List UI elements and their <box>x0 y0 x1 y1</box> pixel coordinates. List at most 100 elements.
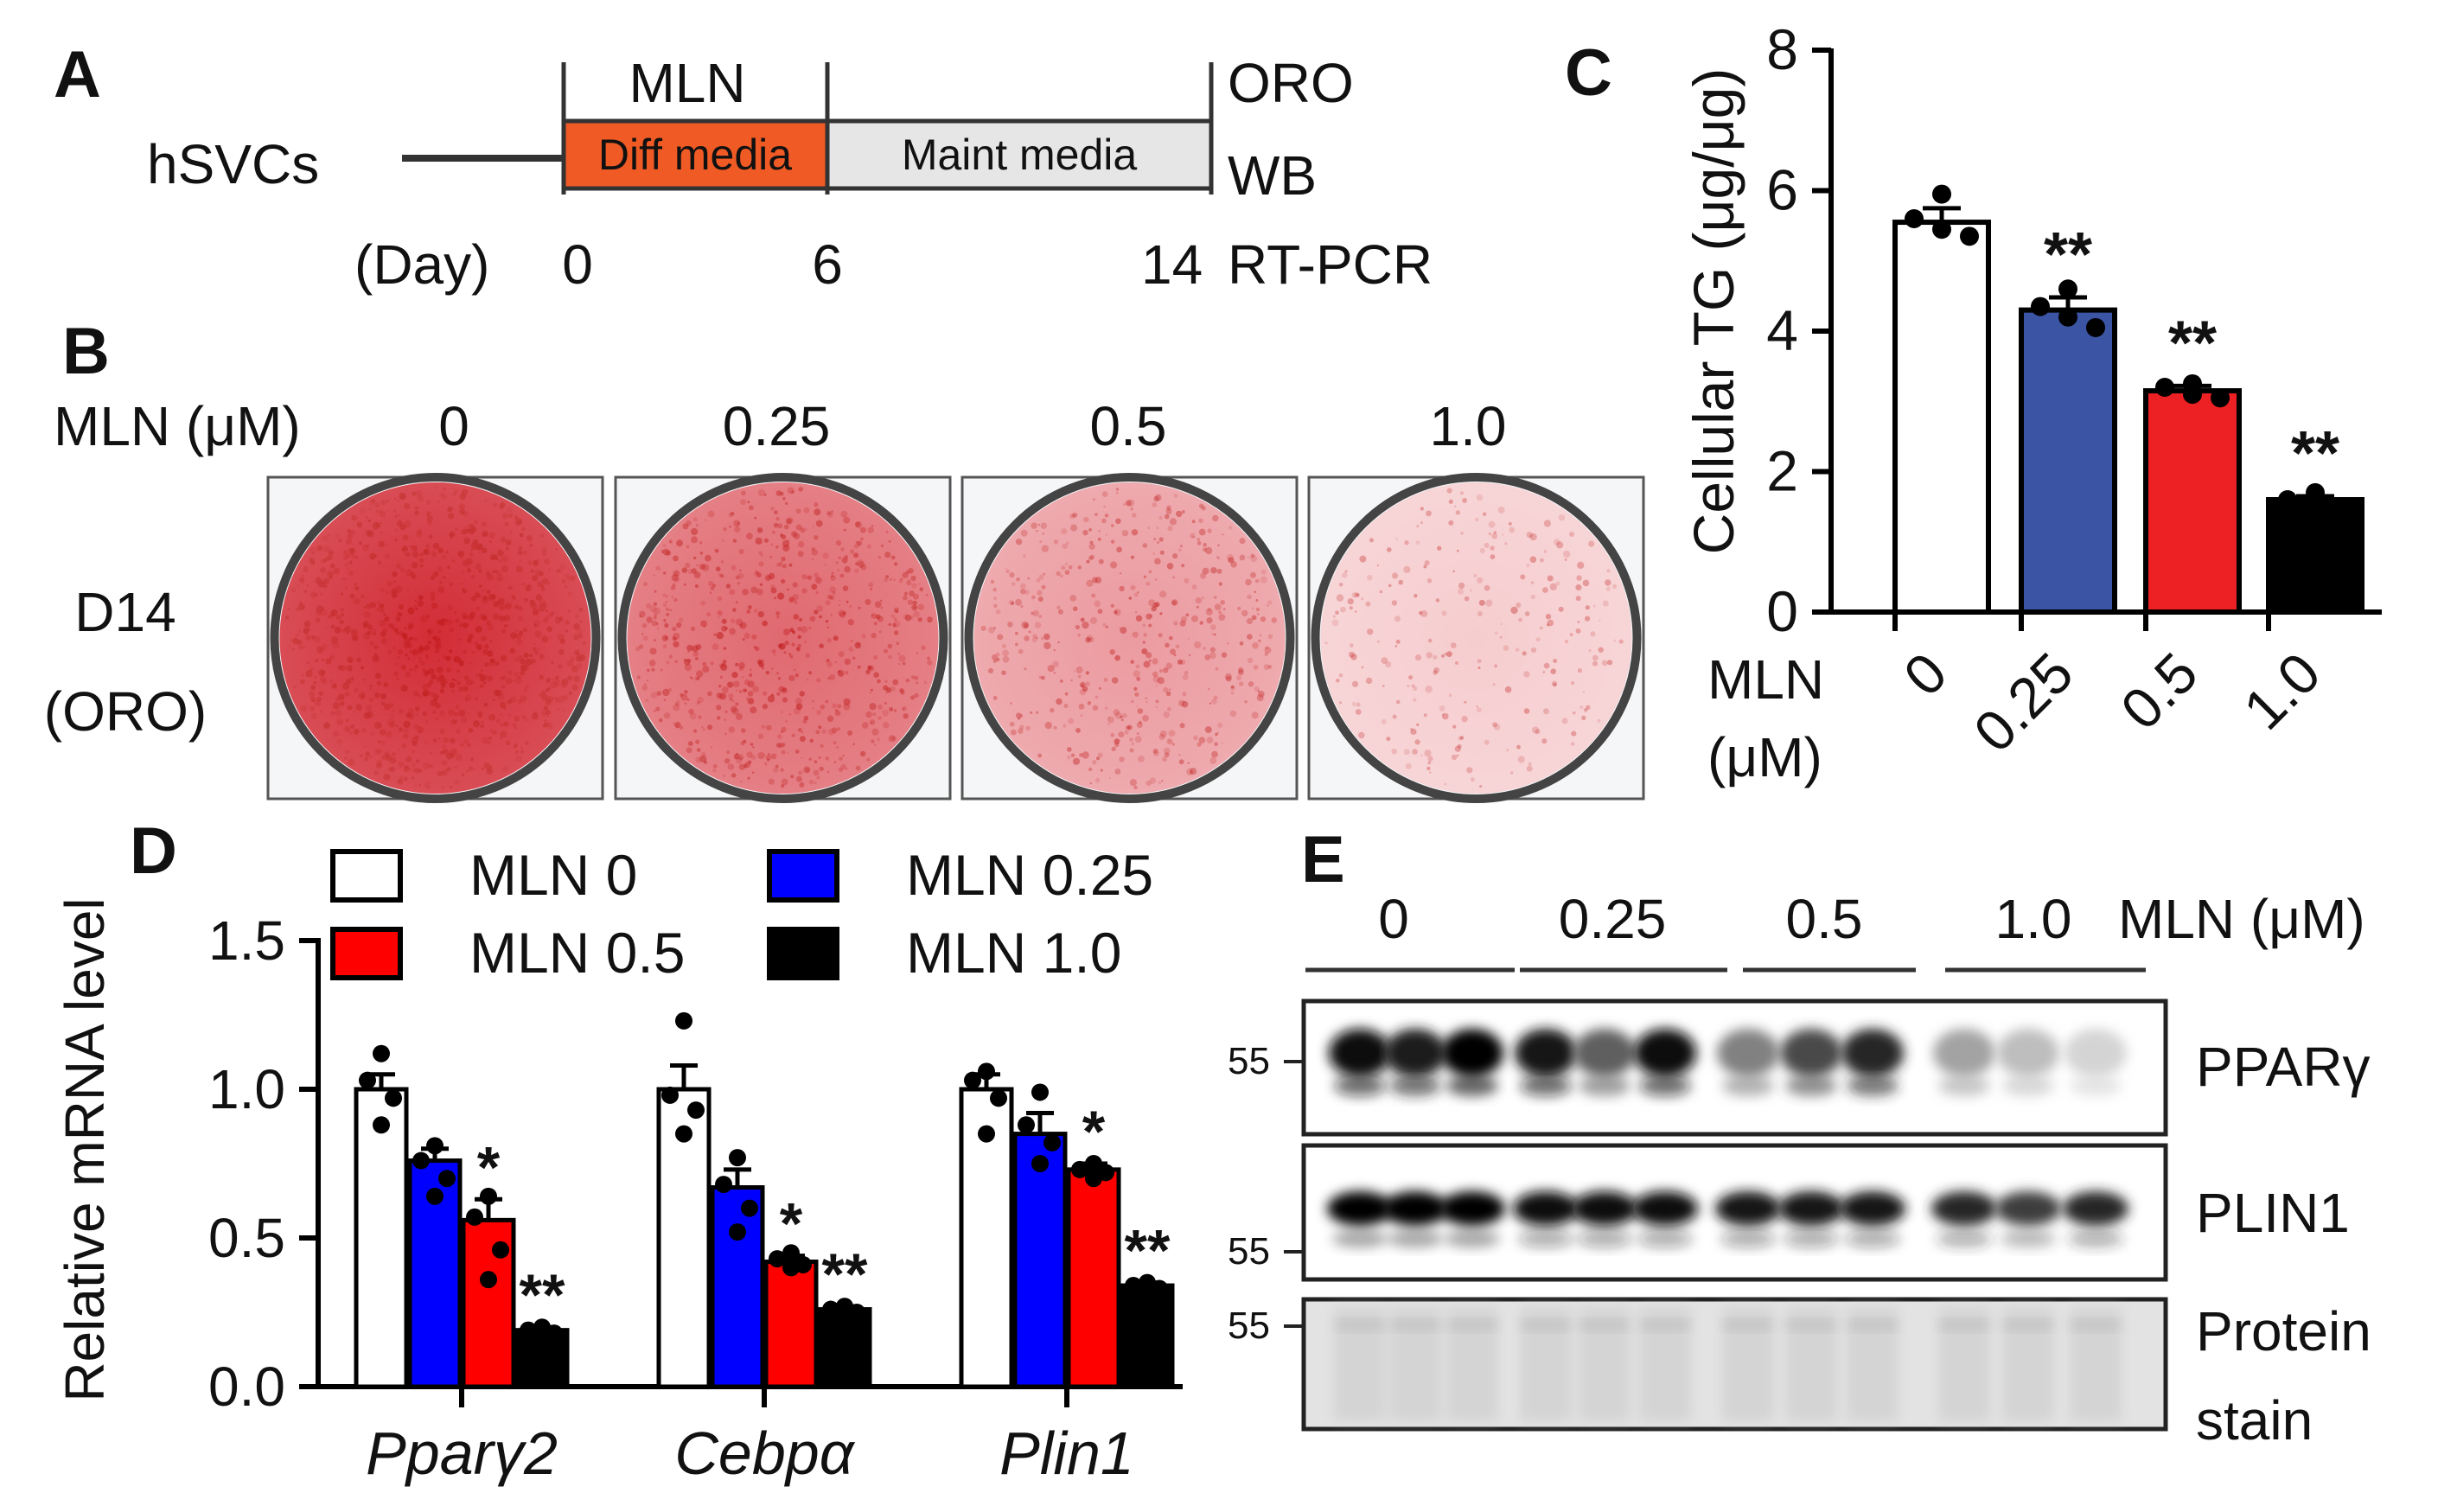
e-dose-3: 1.0 <box>1995 888 2072 950</box>
d-x-tick-label: Plin1 <box>999 1419 1134 1487</box>
plin1-lower-band-lane-8 <box>1784 1230 1839 1247</box>
pparg-lower-band-lane-7 <box>1722 1075 1774 1096</box>
pparg-lower-band-lane-5 <box>1579 1075 1631 1096</box>
d-data-point <box>675 1125 692 1143</box>
c-x-label-mln: MLN <box>1707 648 1824 711</box>
day-14-label: 14 <box>1141 233 1203 296</box>
pparg-band-lane-4 <box>1515 1029 1577 1077</box>
c-data-point <box>1905 209 1924 228</box>
pparg-band-lane-5 <box>1573 1029 1636 1077</box>
d-data-point <box>480 1187 497 1205</box>
stain-band-4 <box>1522 1321 1570 1330</box>
e-dose-unit: MLN (μM) <box>2118 888 2365 950</box>
protein-stain-lanes <box>1334 1307 2122 1421</box>
c-x-tick-label: 0 <box>1892 641 1959 708</box>
dose-label-3: 1.0 <box>1430 395 1507 457</box>
c-significance: ** <box>2291 419 2339 488</box>
assay-oro: ORO <box>1228 52 1354 114</box>
pparg-lower-band-lane-9 <box>1847 1075 1899 1096</box>
c-data-point <box>2333 497 2352 517</box>
plin1-band-lane-7 <box>1715 1191 1781 1226</box>
legend-swatch-1 <box>767 849 839 903</box>
panel-d-letter: D <box>130 814 177 888</box>
stain-band-2 <box>1391 1321 1439 1330</box>
plin1-lower-band-lane-6 <box>1637 1230 1693 1247</box>
c-data-point <box>2211 388 2230 408</box>
plin1-band-lane-9 <box>1840 1191 1905 1226</box>
well-sheen-0 <box>279 482 591 794</box>
plin1-lower-band-lane-12 <box>2068 1230 2123 1247</box>
d-legend: MLN 0 MLN 0.5 MLN 0.25 MLN 1.0 <box>330 843 1153 985</box>
d-data-point <box>741 1199 758 1217</box>
legend-label-1: MLN 0.25 <box>906 843 1153 907</box>
d-data-point <box>978 1125 995 1143</box>
day-0-label: 0 <box>562 233 593 296</box>
d-data-point <box>533 1327 551 1345</box>
d-y-tick-label: 1.5 <box>208 909 285 972</box>
c-data-point <box>2278 490 2297 509</box>
pparg-lower-band-lane-11 <box>2002 1075 2054 1096</box>
c-y-tick-label: 0 <box>1766 579 1798 643</box>
plin1-lower-band-lane-10 <box>1937 1230 1992 1247</box>
d-data-point <box>492 1241 509 1259</box>
c-data-point <box>2086 317 2105 337</box>
pparg-band-lane-2 <box>1384 1029 1446 1077</box>
panel-e: E 0 0.25 0.5 1.0 MLN (μM) 55 55 55 PPARγ… <box>1228 823 2371 1451</box>
plin1-band-lane-8 <box>1778 1191 1844 1226</box>
day-6-label: 6 <box>812 233 843 296</box>
c-significance: ** <box>2044 220 2092 290</box>
cells-label: hSVCs <box>147 133 319 195</box>
d-data-point <box>385 1089 402 1107</box>
oro-wells <box>266 473 1645 803</box>
d-significance: ** <box>822 1241 868 1307</box>
pparg-lower-band-lane-4 <box>1520 1075 1572 1096</box>
dose-label-0: 0 <box>438 395 469 457</box>
e-dose-0: 0 <box>1378 888 1409 950</box>
d-data-point <box>729 1223 746 1241</box>
d-bar-Plin1-3 <box>1120 1283 1175 1389</box>
assay-rtpcr: RT-PCR <box>1228 233 1433 296</box>
d-data-point <box>1085 1170 1102 1188</box>
well-sheen-2 <box>973 482 1286 794</box>
c-data-point <box>2183 385 2202 405</box>
plin1-lower-band-lane-4 <box>1518 1230 1573 1247</box>
stain-band-10 <box>1940 1321 1988 1330</box>
legend-swatch-2 <box>330 927 403 980</box>
d-data-point <box>480 1271 497 1289</box>
well-sheen-3 <box>1320 482 1632 794</box>
blot-label-pparg: PPARγ <box>2196 1036 2371 1098</box>
well-sheen-1 <box>627 482 939 794</box>
d-x-tick-label: Cebpα <box>674 1419 855 1487</box>
c-x-tick-label: 0.25 <box>1962 641 2085 764</box>
d-bar-Plin1-2 <box>1066 1167 1121 1389</box>
panel-e-letter: E <box>1301 823 1345 896</box>
blot-pparg-bands <box>1329 1029 2127 1096</box>
d-data-point <box>782 1259 800 1277</box>
legend-label-3: MLN 1.0 <box>906 921 1121 985</box>
c-bar-0.25 <box>2019 307 2117 615</box>
legend-swatch-0 <box>330 849 403 903</box>
stain-band-8 <box>1787 1321 1835 1330</box>
d-significance: * <box>477 1134 501 1200</box>
c-data-point <box>1932 184 1951 204</box>
panel-d: D Relative mRNA level MLN 0 MLN 0.5 MLN 0.… <box>54 814 1183 1487</box>
stain-band-9 <box>1848 1321 1897 1330</box>
d-data-point <box>1031 1083 1049 1101</box>
plin1-band-lane-12 <box>2063 1191 2128 1226</box>
panel-a-letter: A <box>54 38 101 112</box>
pparg-band-lane-3 <box>1441 1029 1503 1077</box>
d-data-point <box>373 1116 390 1134</box>
plin1-lower-band-lane-1 <box>1332 1230 1388 1247</box>
plin1-band-lane-2 <box>1382 1191 1448 1226</box>
e-dose-2: 0.5 <box>1786 888 1863 950</box>
d-bar-Cebpα-2 <box>763 1260 819 1389</box>
d-y-tick-label: 0.5 <box>208 1207 285 1269</box>
plin1-lower-band-lane-2 <box>1388 1230 1443 1247</box>
marker-55-pparg: 55 <box>1228 1040 1270 1082</box>
pparg-band-lane-6 <box>1634 1029 1696 1077</box>
stain-band-1 <box>1336 1321 1384 1330</box>
d-data-point <box>675 1011 692 1030</box>
stain-band-11 <box>2004 1321 2052 1330</box>
d-data-point <box>782 1244 800 1262</box>
legend-swatch-3 <box>767 927 839 980</box>
